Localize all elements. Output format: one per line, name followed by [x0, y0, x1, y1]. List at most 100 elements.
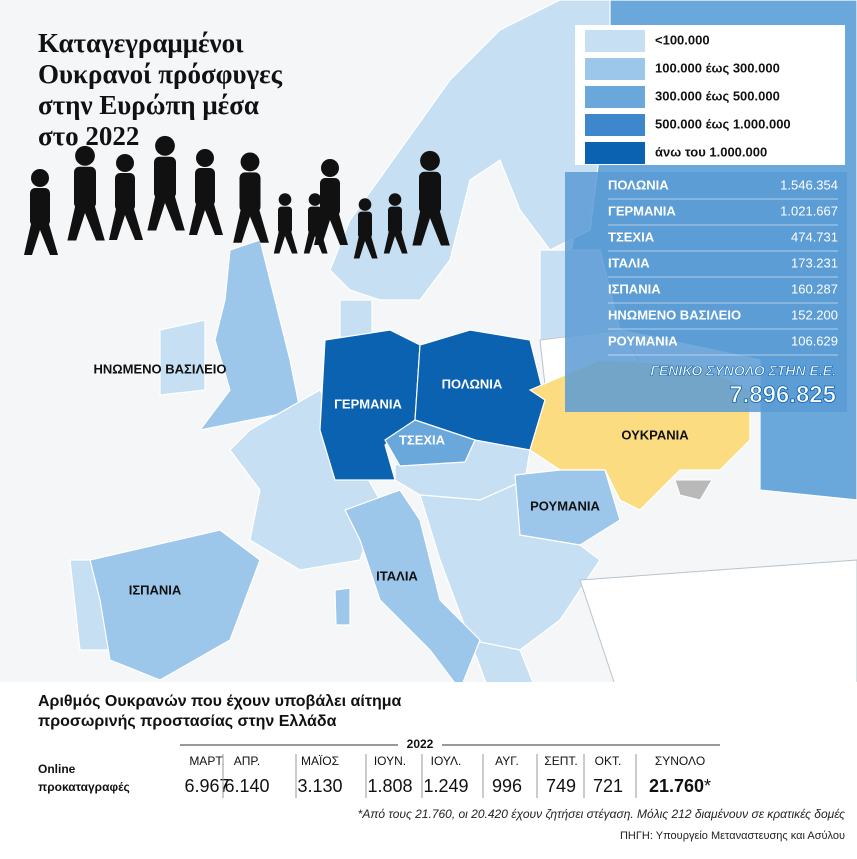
month-label: ΟΚΤ.: [595, 754, 622, 768]
silhouette-body: [358, 211, 372, 239]
silhouette-legs: [273, 231, 298, 254]
footnote: *Από τους 21.760, οι 20.420 έχουν ζητήσε…: [358, 807, 846, 821]
silhouette-legs: [353, 236, 378, 259]
month-value: 996: [492, 776, 522, 796]
country-label: ΗΝΩΜΕΝΟ ΒΑΣΙΛΕΙΟ: [93, 361, 226, 376]
stat-value: 173.231: [791, 255, 838, 270]
greece-heading: Αριθμός Ουκρανών που έχουν υποβάλει αίτη…: [38, 693, 402, 710]
silhouette-legs: [383, 231, 408, 254]
silhouette-head: [388, 193, 402, 206]
month-value: 6.967: [184, 776, 229, 796]
silhouette-head: [155, 135, 175, 156]
month-value: 1.249: [423, 776, 468, 796]
silhouette-legs: [314, 214, 348, 245]
row-label: προκαταγραφές: [38, 780, 130, 794]
legend-swatch: [585, 86, 645, 108]
stat-country: ΙΤΑΛΙΑ: [608, 255, 650, 270]
month-label: ΑΥΓ.: [495, 754, 519, 768]
silhouette-body: [74, 166, 96, 209]
silhouette-legs: [24, 224, 58, 255]
refugee-silhouettes: [24, 135, 450, 259]
stat-country: ΠΟΛΩΝΙΑ: [608, 177, 669, 192]
month-value: 721: [593, 776, 623, 796]
legend-label: 300.000 έως 500.000: [655, 88, 780, 103]
silhouette-body: [115, 173, 135, 211]
greece-panel: [0, 682, 857, 854]
title-line: Ουκρανοί πρόσφυγες: [38, 59, 283, 89]
title-line: στο 2022: [38, 121, 139, 151]
month-label: ΜΑΪΟΣ: [301, 754, 339, 768]
legend-swatch: [585, 114, 645, 136]
month-value: 749: [546, 776, 576, 796]
country-label: ΙΣΠΑΝΙΑ: [129, 582, 182, 597]
stat-value: 1.021.667: [780, 203, 838, 218]
silhouette-legs: [412, 211, 450, 246]
title-line: στην Ευρώπη μέσα: [38, 90, 259, 120]
silhouette-head: [31, 169, 49, 187]
silhouette-body: [195, 168, 215, 206]
silhouette-body: [388, 206, 402, 234]
month-label: ΣΕΠΤ.: [544, 754, 577, 768]
stat-country: ΤΣΕΧΙΑ: [608, 229, 655, 244]
stat-value: 106.629: [791, 333, 838, 348]
stats-total-label: ΓΕΝΙΚΟ ΣΥΝΟΛΟ ΣΤΗΝ Ε.Ε.: [650, 363, 836, 379]
month-value: 3.130: [297, 776, 342, 796]
legend-label: 100.000 έως 300.000: [655, 60, 780, 75]
stat-value: 152.200: [791, 307, 838, 322]
silhouette-body: [320, 178, 340, 216]
silhouette-head: [358, 198, 372, 211]
stat-value: 160.287: [791, 281, 838, 296]
silhouette-head: [278, 193, 292, 206]
silhouette-head: [196, 149, 214, 167]
legend-label: 500.000 έως 1.000.000: [655, 116, 791, 131]
month-value: 1.808: [367, 776, 412, 796]
stat-country: ΗΝΩΜΕΝΟ ΒΑΣΙΛΕΙΟ: [608, 307, 741, 322]
month-label: ΑΠΡ.: [234, 754, 260, 768]
stat-country: ΙΣΠΑΝΙΑ: [608, 281, 661, 296]
stat-country: ΡΟΥΜΑΝΙΑ: [608, 333, 678, 348]
year-bg: [398, 737, 442, 753]
stat-value: 474.731: [791, 229, 838, 244]
row-label: Online: [38, 762, 76, 776]
month-value: 6.140: [224, 776, 269, 796]
greece-heading: προσωρινής προστασίας στην Ελλάδα: [38, 713, 337, 730]
legend-label: <100.000: [655, 32, 710, 47]
month-label: ΜΑΡΤ.: [189, 754, 224, 768]
country-label: ΤΣΕΧΙΑ: [399, 432, 446, 447]
silhouette-body: [154, 156, 176, 199]
country-label: ΠΟΛΩΝΙΑ: [442, 376, 503, 391]
legend-swatch: [585, 142, 645, 164]
legend-label: άνω του 1.000.000: [655, 144, 767, 159]
month-label: ΙΟΥΛ.: [431, 754, 462, 768]
silhouette-head: [321, 159, 339, 177]
silhouette-legs: [147, 196, 185, 231]
total-value: 21.760*: [649, 776, 711, 796]
silhouette-head: [240, 152, 260, 172]
stat-value: 1.546.354: [780, 177, 838, 192]
month-label: ΙΟΥΝ.: [374, 754, 406, 768]
silhouette-head: [75, 145, 95, 166]
stats-total-value: 7.896.825: [729, 381, 836, 408]
country-label: ΙΤΑΛΙΑ: [376, 568, 418, 583]
title-line: Καταγεγραμμένοι: [38, 28, 244, 58]
total-marker: *: [704, 776, 711, 796]
legend-swatch: [585, 58, 645, 80]
country-label: ΓΕΡΜΑΝΙΑ: [334, 396, 402, 411]
legend-swatch: [585, 30, 645, 52]
total-number: 21.760: [649, 776, 704, 796]
silhouette-body: [30, 188, 50, 226]
source: ΠΗΓΗ: Υπουργείο Μεταναστευσης και Ασύλου: [620, 830, 845, 842]
silhouette-body: [278, 206, 292, 234]
silhouette-body: [239, 172, 261, 213]
country-label: ΡΟΥΜΑΝΙΑ: [530, 498, 600, 513]
total-label: ΣΥΝΟΛΟ: [655, 754, 705, 768]
silhouette-legs: [189, 204, 223, 235]
silhouette-head: [116, 154, 134, 172]
stats-box: [565, 172, 847, 412]
silhouette-head: [308, 193, 322, 206]
silhouette-legs: [109, 209, 143, 240]
silhouette-legs: [67, 206, 105, 241]
stat-country: ΓΕΡΜΑΝΙΑ: [608, 203, 676, 218]
silhouette-body: [419, 171, 441, 214]
